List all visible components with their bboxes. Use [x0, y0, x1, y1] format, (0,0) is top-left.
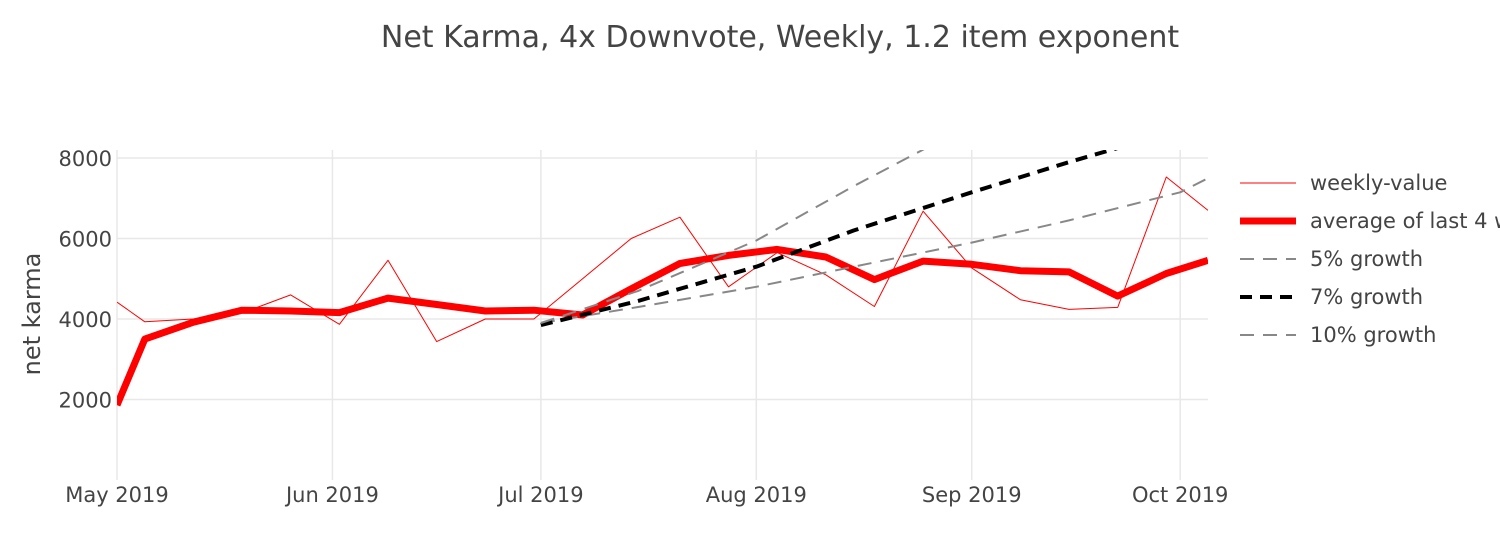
series-line-1 [117, 245, 1208, 407]
chart-title: Net Karma, 4x Downvote, Weekly, 1.2 item… [380, 20, 1180, 55]
y-tick-label: 4000 [59, 308, 112, 332]
x-tick-label: Jul 2019 [496, 483, 583, 507]
x-tick-label: Jun 2019 [284, 483, 379, 507]
series-line-3 [540, 150, 1118, 328]
legend-item-average[interactable]: average of last 4 weeks [1238, 202, 1500, 240]
legend-item-7pct-growth[interactable]: 7% growth [1238, 278, 1500, 316]
x-tick-label: May 2019 [65, 483, 169, 507]
legend-label: average of last 4 weeks [1310, 209, 1500, 233]
legend-label: 10% growth [1310, 323, 1437, 347]
legend-swatch-7pct-growth [1240, 295, 1296, 299]
legend-swatch-average [1240, 217, 1296, 225]
legend-item-weekly-value[interactable]: weekly-value [1238, 164, 1500, 202]
y-tick-label: 2000 [59, 389, 112, 413]
x-tick-label: Aug 2019 [706, 483, 807, 507]
series-line-4 [540, 150, 925, 324]
x-tick-label: Sep 2019 [922, 483, 1022, 507]
legend-label: 7% growth [1310, 285, 1424, 309]
legend-item-10pct-growth[interactable]: 10% growth [1238, 316, 1500, 354]
legend-item-5pct-growth[interactable]: 5% growth [1238, 240, 1500, 278]
legend-label: weekly-value [1310, 171, 1448, 195]
plot-area [117, 150, 1208, 407]
series-line-0 [117, 176, 1208, 343]
legend-swatch-10pct-growth [1240, 334, 1296, 336]
y-tick-label: 6000 [59, 228, 112, 252]
legend: weekly-value average of last 4 weeks 5% … [1238, 164, 1500, 354]
y-tick-label: 8000 [59, 147, 112, 171]
legend-label: 5% growth [1310, 247, 1424, 271]
series-line-2 [540, 177, 1208, 324]
legend-swatch-5pct-growth [1240, 258, 1296, 260]
x-tick-label: Oct 2019 [1132, 483, 1228, 507]
axis-ticks: 2000 4000 6000 8000 May 2019 Jun 2019 Jul 2019… [59, 147, 1229, 507]
grid-lines [116, 150, 1208, 480]
legend-swatch-weekly-value [1240, 182, 1296, 184]
